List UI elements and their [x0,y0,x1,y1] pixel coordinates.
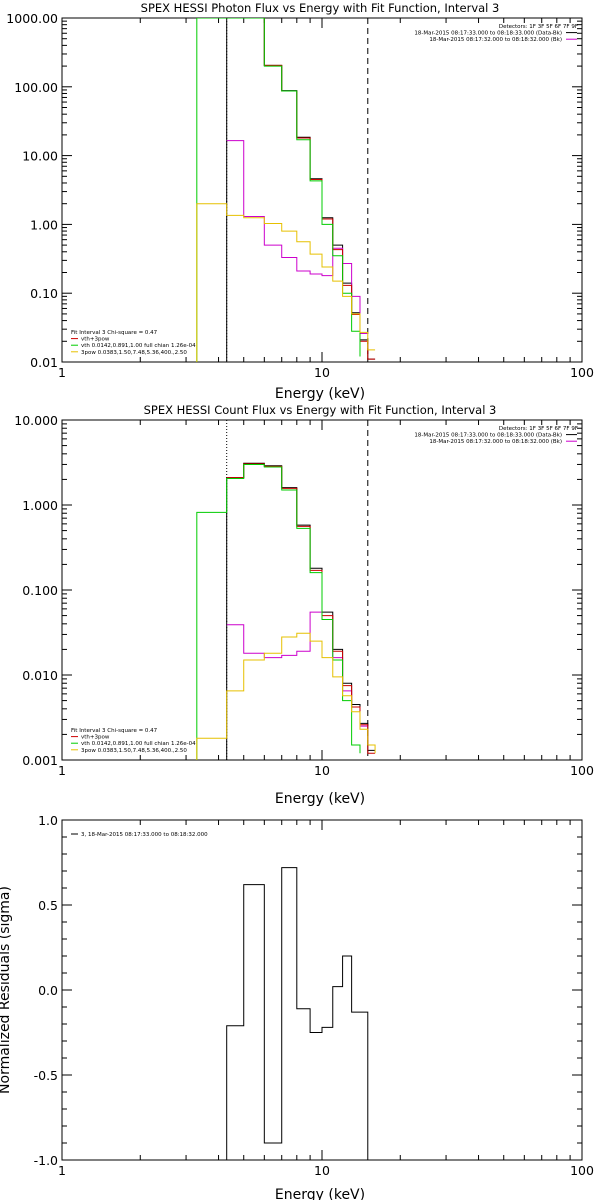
residuals-y-tick-label: 1.0 [38,813,58,828]
count-flux-bottom-left-legend-entry: vth 0.0142,0.891,1.00 full chian 1.26e-0… [81,741,196,747]
residuals-plot: 1 10 100 1.0 0.5 0.0 -0.5 -1.0 3, 18-Mar-2015 08… [34,813,594,1178]
photon-flux-top-right-legend-entry: 18-Mar-2015 08:17:33.000 to 08:18:33.000… [414,31,562,37]
count-flux-series-1 [226,611,368,727]
photon-flux-x-tick-label: 10 [314,365,330,380]
photon-flux-series-0 [226,18,376,362]
count-flux-y-tick-label: 0.010 [22,668,58,683]
residuals-x-axis-label: Energy (keV) [275,1187,365,1200]
count-flux-series-3 [196,463,361,760]
count-flux-x-tick-label: 100 [570,763,594,778]
photon-flux-x-tick-label: 100 [570,365,594,380]
residuals-y-axis-label: Normalized Residuals (sigma) [0,886,13,1094]
photon-flux-series-group [196,18,376,362]
photon-flux-top-right-legend-entry: 18-Mar-2015 08:17:32.000 to 08:18:32.000… [429,37,562,43]
count-flux-top-right-legend-entry: Detectors: 1F 3F 5F 6F 7F 9F [499,426,578,432]
residuals-y-tick-label: -0.5 [34,1068,58,1083]
photon-flux-y-tick-label: 0.01 [30,355,58,370]
photon-flux-bottom-left-legend-entry: vth 0.0142,0.891,1.00 full chian 1.26e-0… [81,343,196,349]
residuals-series-0 [226,867,369,1160]
residuals-panel: Energy (keV) Normalized Residuals (sigma… [0,813,594,1200]
count-flux-y-tick-label: 0.001 [22,753,58,768]
count-flux-bottom-left-legend-entry: Fit Interval 3 Chi-square = 0.47 [71,728,158,734]
residuals-top-left-legend-entry: 3, 18-Mar-2015 08:17:33.000 to 08:18:32.… [81,832,208,838]
photon-flux-y-tick-label: 10.00 [22,149,58,164]
photon-flux-title: SPEX HESSI Photon Flux vs Energy with Fi… [141,1,500,15]
count-flux-bottom-left-legend-entry: vth+3pow [81,735,110,741]
photon-flux-bottom-left-legend-entry: Fit Interval 3 Chi-square = 0.47 [71,330,158,336]
count-flux-series-2 [226,463,376,754]
photon-flux-series-1 [226,140,368,334]
count-flux-y-tick-label: 1.000 [22,498,58,513]
photon-flux-bottom-left-legend-entry: vth+3pow [81,337,110,343]
residuals-axes-frame [61,819,583,1161]
residuals-y-tick-label: -1.0 [34,1153,58,1168]
count-flux-y-tick-label: 0.100 [22,583,58,598]
photon-flux-x-tick-label: 1 [58,365,66,380]
photon-flux-x-axis-label: Energy (keV) [275,386,365,402]
count-flux-series-0 [226,462,376,760]
count-flux-x-tick-label: 1 [58,763,66,778]
count-flux-plot: 1 10 100 10.000 1.000 0.100 0.010 0.001 Detector… [14,413,594,778]
residuals-x-tick-label: 100 [570,1163,594,1178]
count-flux-x-axis-label: Energy (keV) [275,791,365,807]
residuals-x-tick-label: 10 [314,1163,330,1178]
count-flux-bottom-left-legend-entry: 3pow 0.0383,1.50,7.48,5.36,400.,2.50 [81,748,187,754]
count-flux-series-group [196,462,376,760]
residuals-x-tick-label: 1 [58,1163,66,1178]
count-flux-series-4 [196,632,376,760]
photon-flux-series-2 [226,18,376,360]
photon-flux-panel: SPEX HESSI Photon Flux vs Energy with Fi… [6,1,594,402]
photon-flux-series-3 [196,18,361,362]
count-flux-x-tick-label: 10 [314,763,330,778]
photon-flux-bottom-left-legend-entry: 3pow 0.0383,1.50,7.48,5.36,400.,2.50 [81,350,187,356]
count-flux-title: SPEX HESSI Count Flux vs Energy with Fit… [144,403,497,417]
count-flux-y-tick-label: 10.000 [14,413,58,428]
photon-flux-y-tick-label: 100.00 [14,80,58,95]
residuals-series-group [226,867,369,1160]
photon-flux-series-4 [196,203,376,362]
count-flux-top-right-legend-entry: 18-Mar-2015 08:17:33.000 to 08:18:33.000… [414,433,562,439]
residuals-y-tick-label: 0.0 [38,983,58,998]
photon-flux-y-tick-label: 0.10 [30,286,58,301]
residuals-y-tick-label: 0.5 [38,898,58,913]
photon-flux-y-tick-label: 1.00 [30,217,58,232]
photon-flux-y-tick-label: 1000.00 [6,11,58,26]
photon-flux-top-right-legend-entry: Detectors: 1F 3F 5F 6F 7F 9F [499,24,578,30]
count-flux-panel: SPEX HESSI Count Flux vs Energy with Fit… [14,403,594,807]
count-flux-top-right-legend-entry: 18-Mar-2015 08:17:32.000 to 08:18:32.000… [429,439,562,445]
photon-flux-plot: 1 10 100 1000.00 100.00 10.00 1.00 0.10 0.01 Dete… [6,11,594,380]
